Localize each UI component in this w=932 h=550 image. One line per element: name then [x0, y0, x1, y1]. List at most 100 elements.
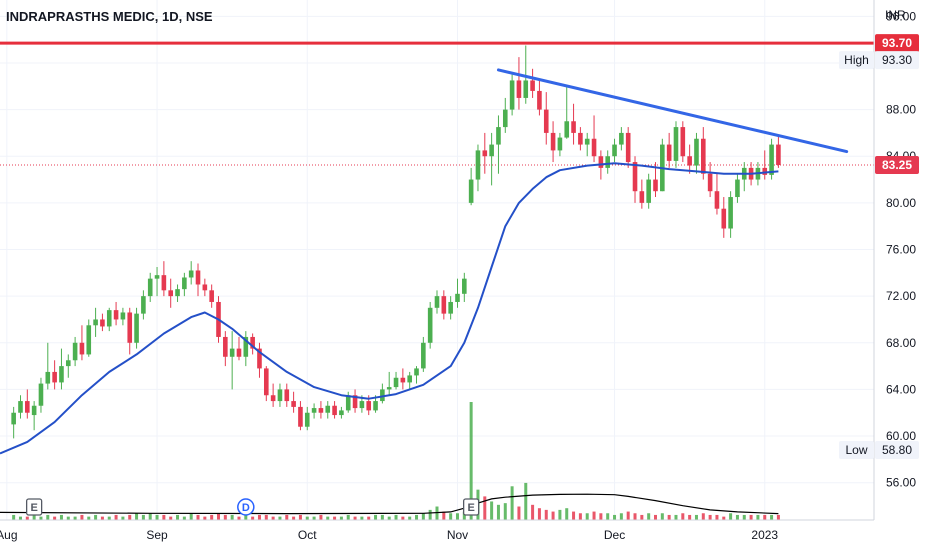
price-axis[interactable]: 96.0092.0088.0084.0080.0076.0072.0068.00… — [886, 9, 916, 489]
x-tick-label: Sep — [146, 528, 168, 542]
candle-body — [550, 132, 556, 151]
volume-bar — [333, 516, 337, 520]
earnings-event-marker — [25, 498, 43, 516]
volume-bar — [114, 514, 118, 520]
volume-bar — [619, 513, 623, 520]
volume-bar — [196, 514, 200, 520]
volume-bar — [654, 514, 657, 520]
candle-body — [65, 360, 71, 367]
candle-body — [386, 387, 392, 390]
volume-ma-line — [0, 493, 779, 515]
candle-body — [366, 401, 372, 411]
event-marker-label: D — [242, 502, 250, 514]
high-price-tag-bg — [875, 51, 919, 70]
candle-body — [530, 80, 535, 91]
candle-body — [625, 132, 631, 163]
volume-layer — [0, 402, 780, 520]
x-tick-label: 2023 — [751, 528, 778, 542]
volume-bar — [162, 514, 166, 520]
candle-body — [236, 348, 242, 357]
volume-bar — [169, 516, 173, 520]
volume-bar — [640, 514, 644, 520]
volume-bar — [264, 514, 268, 520]
candle-body — [769, 144, 774, 175]
candle-body — [700, 138, 706, 174]
resistance-price-tag: 93.70 — [882, 36, 912, 50]
volume-bar — [353, 516, 357, 520]
volume-bar — [148, 513, 152, 520]
volume-bar — [394, 514, 398, 520]
chart-title: INDRAPRASTHS MEDIC, 1D, NSE — [6, 9, 213, 24]
candle-body — [359, 401, 365, 409]
volume-bar — [722, 516, 726, 520]
dividend-event-marker — [237, 498, 255, 516]
candle-body — [345, 395, 351, 411]
volume-bar — [25, 516, 29, 520]
high-label: High — [844, 53, 869, 67]
volume-bar — [660, 513, 664, 520]
candle-body — [584, 138, 590, 145]
candle-body — [332, 405, 337, 416]
candle-body — [18, 401, 23, 413]
candle-body — [270, 395, 276, 402]
candle-body — [489, 144, 494, 157]
volume-bar — [278, 516, 282, 520]
candle-body — [147, 278, 153, 297]
time-axis[interactable]: Aug Sep Oct Nov Dec 2023 — [0, 528, 778, 542]
candle-body — [52, 371, 57, 383]
volume-bar — [462, 511, 466, 520]
volume-bar — [531, 504, 535, 520]
volume-bar — [292, 516, 296, 520]
moving-average-layer — [0, 162, 779, 455]
trendline — [496, 68, 849, 154]
y-tick-label: 80.00 — [886, 196, 916, 210]
volume-bar — [251, 516, 255, 520]
volume-bar — [701, 513, 705, 520]
volume-bar — [626, 511, 630, 520]
volume-bar — [223, 514, 227, 520]
candle-body — [537, 90, 542, 110]
volume-bar — [135, 513, 139, 520]
low-label-bg — [839, 441, 874, 460]
candle-body — [502, 109, 508, 128]
volume-bar — [319, 514, 323, 520]
volume-bar — [387, 516, 391, 520]
low-price-tag-bg — [875, 441, 919, 460]
grid-layer — [0, 0, 874, 520]
candle-body — [72, 342, 78, 361]
volume-bar — [176, 514, 180, 520]
candle-body — [373, 401, 378, 411]
candle-body — [134, 313, 139, 343]
candle-body — [79, 342, 85, 355]
volume-bar — [346, 514, 350, 520]
candle-body — [509, 80, 515, 110]
event-marker-label: E — [30, 502, 37, 514]
volume-bar — [39, 516, 43, 520]
x-tick-label: Dec — [604, 528, 625, 542]
candle-body — [707, 173, 713, 192]
volume-bar — [94, 514, 98, 520]
candle-body — [380, 389, 385, 402]
candle-body — [427, 307, 433, 343]
y-tick-label: 72.00 — [886, 289, 916, 303]
candle-body — [223, 336, 228, 357]
candle-body — [182, 277, 187, 290]
candle-body — [591, 138, 597, 157]
candle-body — [188, 270, 194, 278]
candle-body — [161, 275, 167, 291]
candle-body — [653, 179, 658, 192]
resistance-layer — [0, 41, 874, 166]
candle-body — [127, 312, 133, 343]
candle-body — [31, 405, 37, 416]
volume-bar — [100, 516, 104, 520]
candle-body — [735, 179, 740, 198]
trendline-layer — [496, 68, 849, 154]
candle-body — [728, 197, 733, 229]
candle-body — [120, 312, 126, 320]
moving-average-line — [0, 162, 779, 455]
candle-body — [229, 348, 235, 357]
y-tick-label: 96.00 — [886, 9, 916, 23]
volume-bar — [599, 513, 603, 520]
candle-body — [578, 132, 583, 145]
